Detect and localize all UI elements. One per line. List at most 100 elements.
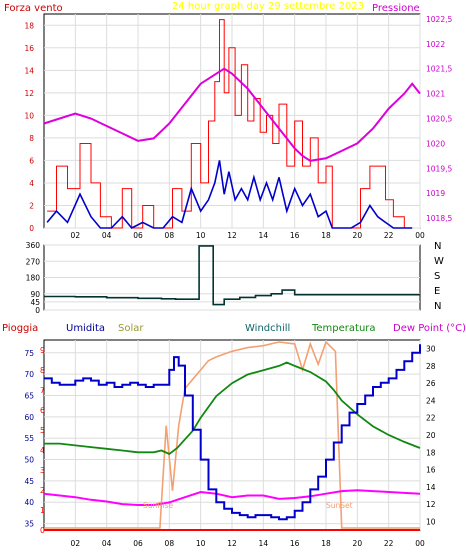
temperature-y-tick-label: 16 bbox=[426, 466, 436, 475]
wind-x-tick-label: 10 bbox=[196, 231, 206, 240]
temperature-x-tick-label: 00 bbox=[415, 539, 425, 548]
temperature-x-tick-label: 10 bbox=[196, 539, 206, 548]
humidity-y-tick-label: 45 bbox=[24, 477, 34, 486]
wind-x-tick-label: 00 bbox=[415, 231, 425, 240]
legend-umidita: Umidita bbox=[66, 323, 105, 334]
temperature-x-tick-label: 04 bbox=[102, 539, 112, 548]
temperature-x-tick-label: 20 bbox=[353, 539, 363, 548]
humidity-y-tick-label: 70 bbox=[24, 370, 34, 379]
temperature-y-tick-label: 14 bbox=[426, 483, 436, 492]
wind-y-tick-label: 14 bbox=[24, 66, 34, 75]
wind-y-tick-label: 16 bbox=[24, 44, 34, 53]
wind-y-tick-label: 0 bbox=[29, 224, 34, 233]
chart-title: 24 hour graph day 29 settembre 2023 bbox=[172, 1, 364, 12]
pressure-y-tick-label: 1020,5 bbox=[426, 115, 452, 124]
direction-panel-grid bbox=[44, 244, 420, 311]
wind-x-tick-label: 16 bbox=[290, 231, 300, 240]
temperature-x-tick-label: 02 bbox=[71, 539, 81, 548]
wind-y-tick-label: 18 bbox=[24, 21, 34, 30]
wind-speed-series bbox=[46, 160, 413, 230]
pressure-series bbox=[43, 67, 421, 162]
rain-y-tick-label: 4 bbox=[40, 446, 45, 455]
humidity-y-tick-label: 75 bbox=[24, 349, 34, 358]
legend-solar: Solar bbox=[118, 323, 144, 334]
rain-y-tick-label: 2 bbox=[40, 486, 45, 495]
wind-x-tick-label: 12 bbox=[227, 231, 237, 240]
temperature-x-tick-label: 14 bbox=[259, 539, 269, 548]
humidity-y-tick-label: 60 bbox=[24, 413, 34, 422]
rain-y-tick-label: 0 bbox=[40, 526, 45, 535]
wind-x-tick-label: 08 bbox=[165, 231, 175, 240]
legend-pioggia: Pioggia bbox=[2, 323, 38, 334]
direction-y-tick-label: 45 bbox=[30, 298, 40, 307]
temperature-x-tick-label: 22 bbox=[384, 539, 394, 548]
rain-y-tick-label: 1 bbox=[40, 506, 45, 515]
wind-y-tick-label: 4 bbox=[29, 179, 34, 188]
wind-y-tick-label: 6 bbox=[29, 156, 34, 165]
legend-dewpoint: Dew Point (°C) bbox=[393, 323, 466, 334]
pressure-title: Pressione bbox=[372, 3, 420, 14]
sunrise-annotation: SunRise bbox=[143, 501, 173, 510]
temperature-series bbox=[44, 361, 421, 456]
legend-temperatura: Temperatura bbox=[311, 323, 376, 334]
temperature-x-tick-label: 16 bbox=[290, 539, 300, 548]
temperature-y-tick-label: 28 bbox=[426, 362, 436, 371]
humidity-y-tick-label: 35 bbox=[24, 520, 34, 529]
temperature-x-tick-label: 12 bbox=[227, 539, 237, 548]
sunset-annotation: SunSet bbox=[326, 501, 353, 510]
direction-y-tick-label: 180 bbox=[26, 274, 41, 283]
rain-y-tick-label: 5 bbox=[40, 426, 45, 435]
direction-y-tick-label: 270 bbox=[26, 257, 41, 266]
wind-x-tick-label: 06 bbox=[133, 231, 143, 240]
axis-ticks: 02 04 06 08 10 12 14 16 18 20 22 000246810121416181… bbox=[24, 15, 452, 548]
rain-y-tick-label: 6 bbox=[40, 406, 45, 415]
wind-x-tick-label: 20 bbox=[353, 231, 363, 240]
wind-x-tick-label: 14 bbox=[259, 231, 269, 240]
wind-panel-grid bbox=[44, 14, 421, 229]
pressure-y-tick-label: 1020 bbox=[426, 139, 445, 148]
pressure-y-tick-label: 1019 bbox=[426, 189, 445, 198]
temperature-y-tick-label: 12 bbox=[426, 500, 436, 509]
dir-label-s: S bbox=[434, 271, 440, 282]
direction-y-tick-label: 90 bbox=[30, 290, 40, 299]
wind-force-title: Forza vento bbox=[4, 3, 63, 14]
dir-label-e: E bbox=[434, 286, 440, 297]
humidity-y-tick-label: 50 bbox=[24, 456, 34, 465]
wind-y-tick-label: 2 bbox=[29, 201, 34, 210]
legend-windchill: Windchill bbox=[245, 323, 290, 334]
pressure-y-tick-label: 1019,5 bbox=[426, 164, 452, 173]
wind-x-tick-label: 18 bbox=[321, 231, 331, 240]
solar-series bbox=[44, 340, 420, 529]
temperature-x-tick-label: 18 bbox=[321, 539, 331, 548]
pressure-y-tick-label: 1018,5 bbox=[426, 214, 452, 223]
temperature-panel-grid bbox=[44, 340, 421, 530]
temperature-y-tick-label: 26 bbox=[426, 379, 436, 388]
wind-y-tick-label: 12 bbox=[24, 89, 34, 98]
pressure-y-tick-label: 1021 bbox=[426, 90, 445, 99]
pressure-y-tick-label: 1021,5 bbox=[426, 65, 452, 74]
wind-x-tick-label: 22 bbox=[384, 231, 394, 240]
temperature-y-tick-label: 10 bbox=[426, 517, 436, 526]
temperature-x-tick-label: 08 bbox=[165, 539, 175, 548]
rain-y-tick-label: 3 bbox=[40, 466, 45, 475]
temperature-y-tick-label: 30 bbox=[426, 345, 436, 354]
wind-direction-series bbox=[44, 245, 420, 306]
dir-label-w: W bbox=[434, 256, 444, 267]
wind-x-tick-label: 04 bbox=[102, 231, 112, 240]
rain-y-tick-label: 9 bbox=[40, 346, 45, 355]
rain-y-tick-label: 8 bbox=[40, 366, 45, 375]
humidity-y-tick-label: 65 bbox=[24, 392, 34, 401]
humidity-y-tick-label: 40 bbox=[24, 498, 34, 507]
pressure-y-tick-label: 1022,5 bbox=[426, 15, 452, 24]
wind-y-tick-label: 10 bbox=[24, 111, 34, 120]
temperature-y-tick-label: 24 bbox=[426, 396, 436, 405]
direction-y-tick-label: 0 bbox=[35, 306, 40, 315]
temperature-y-tick-label: 18 bbox=[426, 448, 436, 457]
temperature-x-tick-label: 06 bbox=[133, 539, 143, 548]
dewpoint-series bbox=[43, 489, 421, 506]
temperature-y-tick-label: 22 bbox=[426, 414, 436, 423]
dir-label-n-bottom: N bbox=[434, 301, 441, 312]
temperature-y-tick-label: 20 bbox=[426, 431, 436, 440]
